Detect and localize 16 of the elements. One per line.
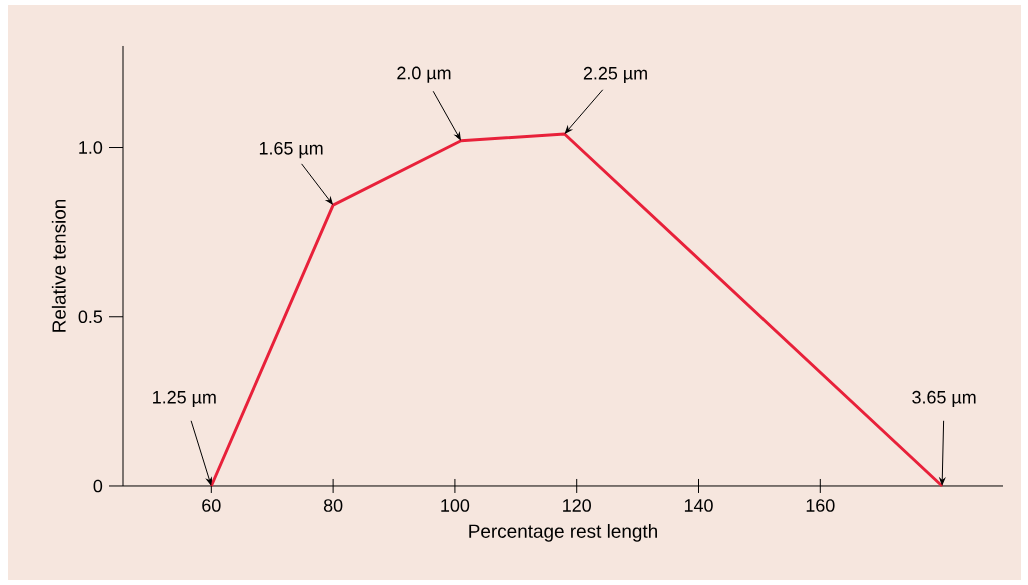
annotation: 2.0 µm xyxy=(397,66,451,83)
x-tick-label: 60 xyxy=(202,499,221,512)
x-tick-label: 140 xyxy=(684,499,713,512)
y-tick-label: 0 xyxy=(93,479,103,493)
x-tick-label: 120 xyxy=(563,499,591,512)
annotation: 2.25 µm xyxy=(583,66,647,84)
x-tick-label: 80 xyxy=(323,499,343,512)
y-axis-title: Relative tension xyxy=(51,199,66,332)
y-tick-label: 0.5 xyxy=(78,310,103,324)
annotation: 1.25 µm xyxy=(153,390,216,408)
y-tick-label: 1.0 xyxy=(79,141,103,154)
annotation: 1.65 µm xyxy=(259,141,323,159)
annotation: 3.65 µm xyxy=(912,390,976,408)
x-tick-label: 100 xyxy=(441,499,470,512)
x-axis-title: Percentage rest length xyxy=(469,524,657,542)
x-tick-label: 160 xyxy=(806,499,835,512)
